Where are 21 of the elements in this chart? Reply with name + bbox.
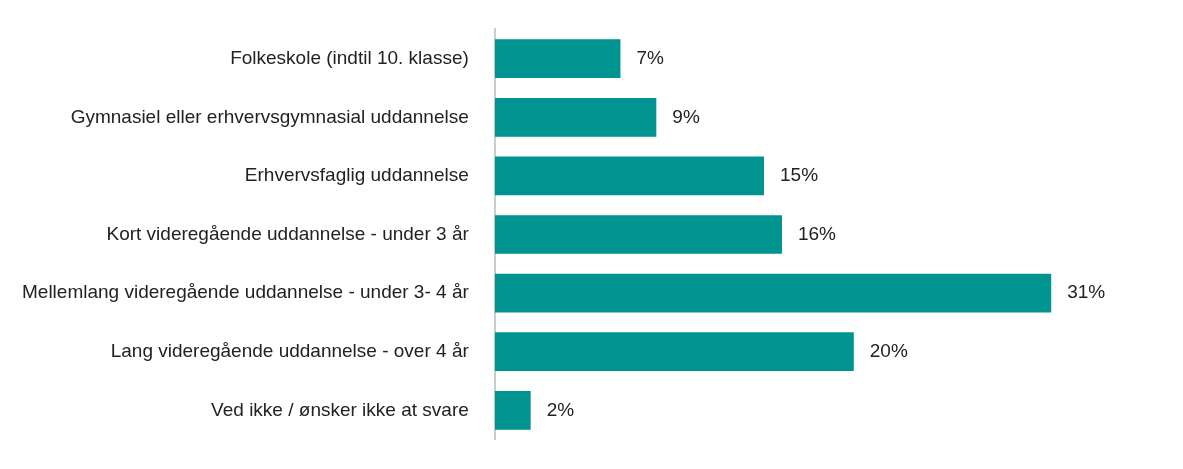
bar <box>494 332 854 372</box>
data-label: 16% <box>797 222 837 244</box>
bar <box>494 156 765 196</box>
data-label: 2% <box>546 398 575 420</box>
data-label: 9% <box>672 105 700 127</box>
bar <box>494 39 621 79</box>
bar <box>494 97 657 137</box>
data-label: 7% <box>636 46 664 68</box>
bar <box>494 215 782 254</box>
bar <box>494 390 531 430</box>
y-tick-label: Erhvervsfaglig uddannelse <box>244 164 469 186</box>
y-tick-label: Folkeskole (indtil 10. klasse) <box>230 46 469 68</box>
data-label: 15% <box>780 164 819 186</box>
y-tick-label: Mellemlang videregående uddannelse - under 3- 4 år <box>21 281 470 303</box>
y-tick-label: Ved ikke / ønsker ikke at svare <box>211 398 469 420</box>
y-tick-label: Gymnasiel eller erhvervsgymnasial uddannelse <box>70 105 469 127</box>
bar <box>494 273 1052 313</box>
y-tick-label: Lang videregående uddannelse - over 4 år <box>110 339 470 361</box>
data-label: 31% <box>1067 281 1106 303</box>
data-label: 20% <box>869 339 908 361</box>
y-tick-label: Kort videregående uddannelse - under 3 år <box>106 222 470 244</box>
